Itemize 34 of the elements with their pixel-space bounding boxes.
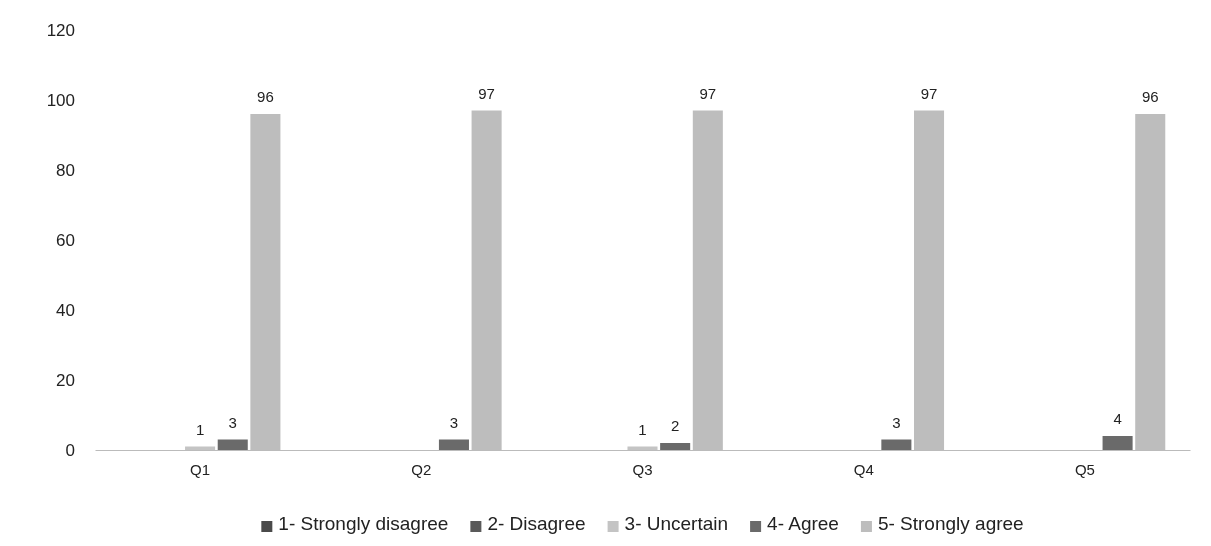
data-label: 97 <box>920 84 938 102</box>
legend-label: 1- Strongly disagree <box>278 513 449 534</box>
data-label: 3 <box>449 413 459 431</box>
data-label: 3 <box>228 413 237 431</box>
bar <box>660 443 691 450</box>
data-label: 97 <box>699 84 717 102</box>
x-tick-label: Q1 <box>190 460 211 478</box>
bar <box>438 439 469 450</box>
bar <box>217 439 248 450</box>
data-label: 3 <box>892 413 901 431</box>
y-tick-label: 60 <box>56 230 75 250</box>
data-label: 96 <box>1141 88 1159 105</box>
y-tick-label: 120 <box>46 20 75 40</box>
bar <box>1102 436 1133 450</box>
x-tick-label: Q3 <box>632 460 653 478</box>
data-label: 1 <box>638 420 647 438</box>
legend-label: 4- Agree <box>767 513 839 534</box>
data-label: 2 <box>670 417 680 434</box>
data-label: 97 <box>478 84 495 102</box>
legend-label: 3- Uncertain <box>624 513 729 534</box>
data-label: 4 <box>1113 410 1122 427</box>
bar <box>881 439 912 450</box>
y-tick-label: 40 <box>56 300 75 320</box>
y-tick-label: 20 <box>56 370 75 390</box>
legend-label: 2- Disagree <box>487 513 586 534</box>
x-tick-label: Q2 <box>411 460 432 478</box>
x-tick-label: Q4 <box>853 460 874 478</box>
y-tick-label: 0 <box>65 440 75 460</box>
data-label: 96 <box>257 88 274 105</box>
x-tick-label: Q5 <box>1074 460 1095 478</box>
data-label: 1 <box>195 420 205 438</box>
legend-label: 5- Strongly agree <box>877 513 1024 534</box>
y-tick-label: 80 <box>56 160 75 180</box>
y-tick-label: 100 <box>46 90 75 110</box>
